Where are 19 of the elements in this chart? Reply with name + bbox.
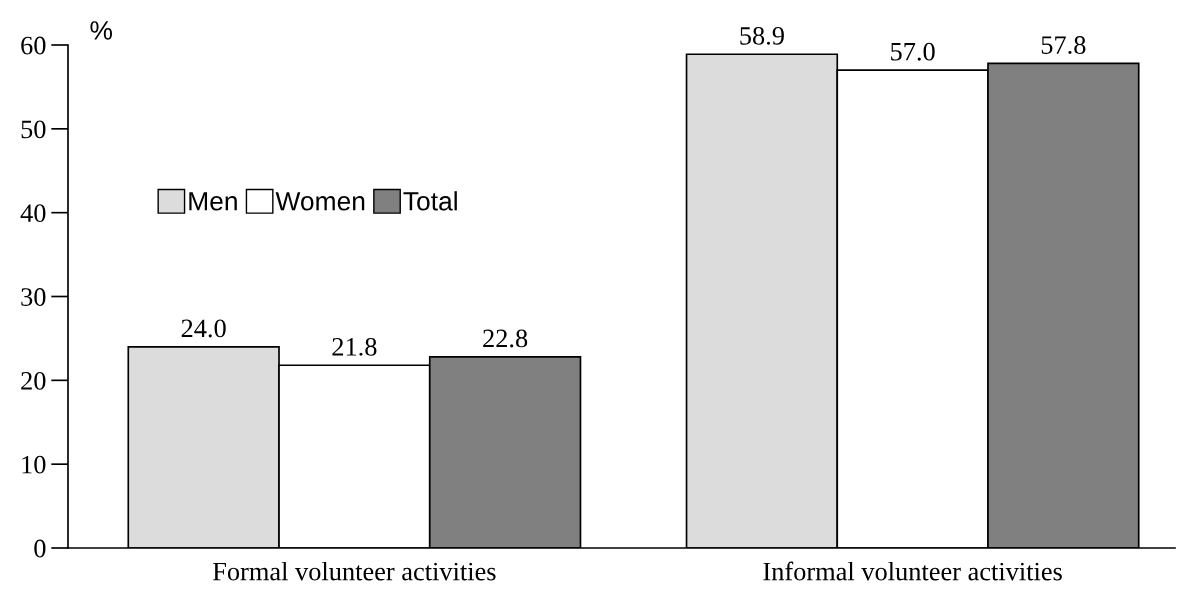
legend-label: Men <box>189 192 237 211</box>
data-label: 21.8 <box>332 337 377 356</box>
data-label: 24.0 <box>181 319 226 338</box>
y-axis-title: % <box>90 21 112 40</box>
x-tick-label: Formal volunteer activities <box>212 561 496 581</box>
data-label: 58.9 <box>740 26 784 45</box>
legend-label: Women <box>275 192 365 211</box>
y-tick-label: 10 <box>22 455 46 474</box>
y-tick-label: 40 <box>20 204 46 223</box>
legend-label: Total <box>403 191 457 211</box>
y-tick-label: 60 <box>21 36 46 55</box>
y-tick-label: 20 <box>21 371 46 390</box>
y-tick-label: 50 <box>21 120 46 139</box>
y-tick-label: 0 <box>34 539 46 558</box>
data-label: 57.8 <box>1041 36 1086 55</box>
y-tick-label: 30 <box>21 288 46 306</box>
x-tick-label: Informal volunteer activities <box>763 561 1062 581</box>
data-label: 22.8 <box>483 329 528 348</box>
data-label: 57.0 <box>891 42 935 61</box>
